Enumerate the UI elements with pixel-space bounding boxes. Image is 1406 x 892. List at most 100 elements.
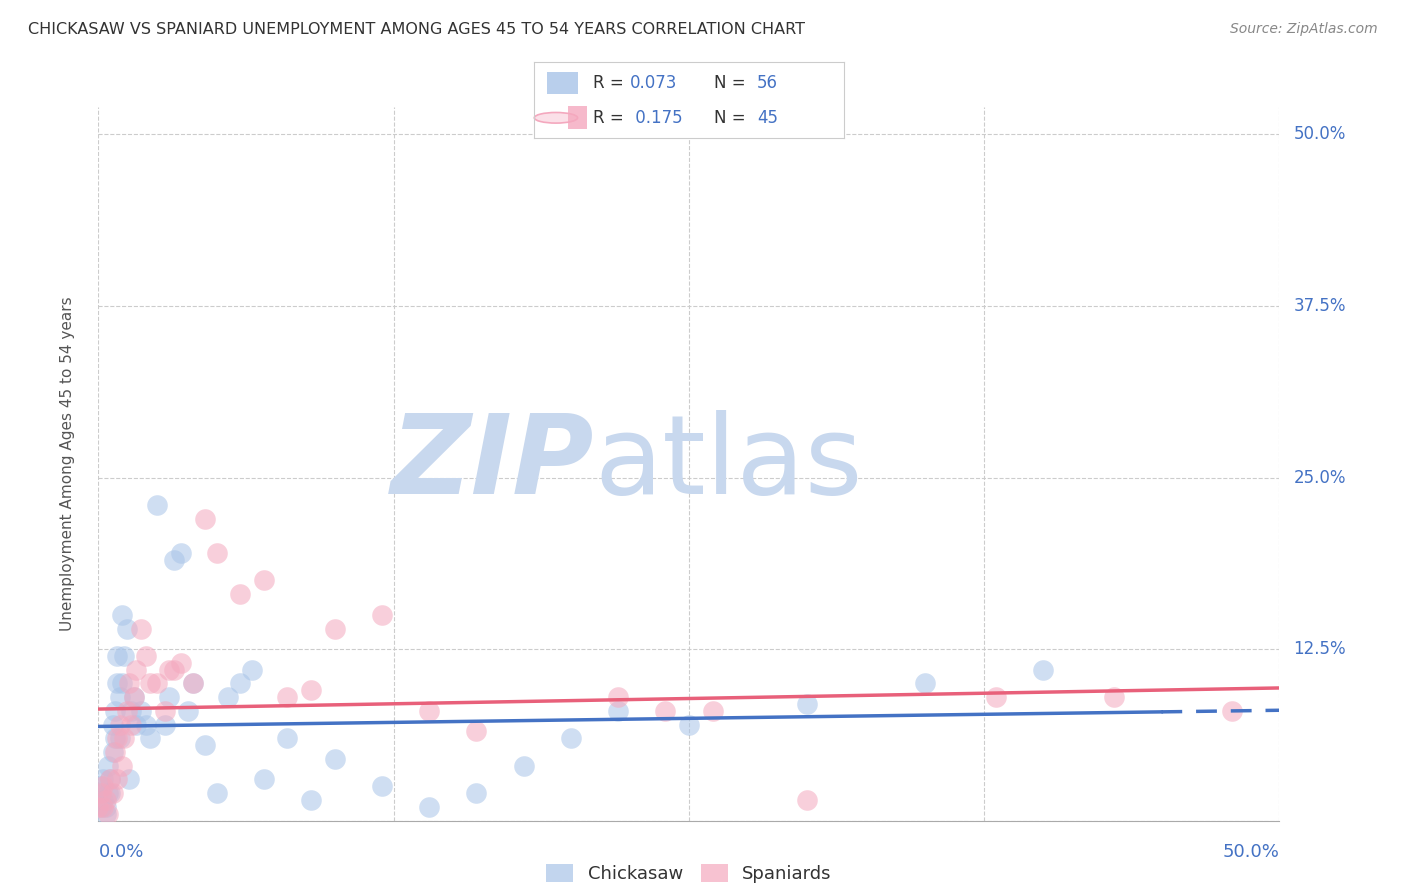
Point <box>91 800 114 814</box>
Text: 45: 45 <box>756 109 778 127</box>
Text: N =: N = <box>714 74 751 92</box>
Text: 0.0%: 0.0% <box>98 843 143 861</box>
Point <box>98 772 121 787</box>
Point <box>97 758 120 772</box>
Point <box>146 498 169 512</box>
Bar <box>547 71 578 95</box>
Point <box>139 731 162 746</box>
Point <box>170 546 193 560</box>
Point <box>101 786 124 800</box>
Point <box>205 786 228 800</box>
Text: atlas: atlas <box>595 410 863 517</box>
Text: 25.0%: 25.0% <box>1294 468 1346 486</box>
Point <box>194 738 217 752</box>
Text: ZIP: ZIP <box>391 410 595 517</box>
Point <box>111 758 134 772</box>
Point <box>170 656 193 670</box>
Point <box>98 772 121 787</box>
Point <box>163 553 186 567</box>
Point <box>87 786 110 800</box>
Text: 12.5%: 12.5% <box>1294 640 1346 658</box>
Point <box>157 690 180 705</box>
Point <box>205 546 228 560</box>
Point <box>122 690 145 705</box>
Point <box>108 731 131 746</box>
Point <box>678 717 700 731</box>
Point <box>101 745 124 759</box>
Point <box>105 676 128 690</box>
Point <box>111 607 134 622</box>
Point <box>371 607 394 622</box>
Point <box>181 676 204 690</box>
Point <box>104 745 127 759</box>
Point <box>104 704 127 718</box>
Point <box>121 717 143 731</box>
Text: 50.0%: 50.0% <box>1294 126 1346 144</box>
Point <box>253 772 276 787</box>
Point <box>984 690 1007 705</box>
Point <box>135 717 157 731</box>
Point <box>1032 663 1054 677</box>
Y-axis label: Unemployment Among Ages 45 to 54 years: Unemployment Among Ages 45 to 54 years <box>60 296 75 632</box>
Point <box>91 772 114 787</box>
Point <box>121 704 143 718</box>
Point <box>465 786 488 800</box>
Point <box>299 793 322 807</box>
Point <box>607 704 630 718</box>
Legend: Chickasaw, Spaniards: Chickasaw, Spaniards <box>538 856 839 890</box>
Point <box>101 717 124 731</box>
Point <box>560 731 582 746</box>
Point <box>654 704 676 718</box>
Point <box>153 704 176 718</box>
Point <box>323 752 346 766</box>
Point <box>104 731 127 746</box>
Point <box>91 793 114 807</box>
Point <box>163 663 186 677</box>
Point <box>229 676 252 690</box>
Point <box>177 704 200 718</box>
Point <box>153 717 176 731</box>
Point <box>1102 690 1125 705</box>
Text: 0.175: 0.175 <box>630 109 683 127</box>
Point <box>115 622 138 636</box>
Point <box>105 731 128 746</box>
Point <box>465 724 488 739</box>
Point <box>157 663 180 677</box>
Point <box>122 690 145 705</box>
Point <box>118 772 141 787</box>
Point <box>229 587 252 601</box>
Point <box>276 690 298 705</box>
Point <box>94 800 117 814</box>
Point <box>512 758 534 772</box>
Point <box>702 704 724 718</box>
Text: N =: N = <box>714 109 751 127</box>
Point <box>98 786 121 800</box>
Point <box>108 690 131 705</box>
Point <box>371 780 394 794</box>
Point <box>1220 704 1243 718</box>
Point <box>105 648 128 663</box>
Point <box>418 704 440 718</box>
Point <box>94 793 117 807</box>
Point <box>253 574 276 588</box>
Point <box>914 676 936 690</box>
Text: Source: ZipAtlas.com: Source: ZipAtlas.com <box>1230 22 1378 37</box>
Point <box>129 704 152 718</box>
Text: 56: 56 <box>756 74 778 92</box>
Point <box>796 697 818 711</box>
Point <box>90 800 112 814</box>
Point <box>115 704 138 718</box>
Point <box>181 676 204 690</box>
Text: 50.0%: 50.0% <box>1223 843 1279 861</box>
Point <box>108 717 131 731</box>
Point <box>135 648 157 663</box>
Point <box>111 676 134 690</box>
Point <box>97 786 120 800</box>
Point <box>90 786 112 800</box>
Bar <box>568 106 586 129</box>
Point <box>112 731 135 746</box>
Point <box>105 772 128 787</box>
Point <box>276 731 298 746</box>
Point <box>91 780 114 794</box>
Point <box>146 676 169 690</box>
